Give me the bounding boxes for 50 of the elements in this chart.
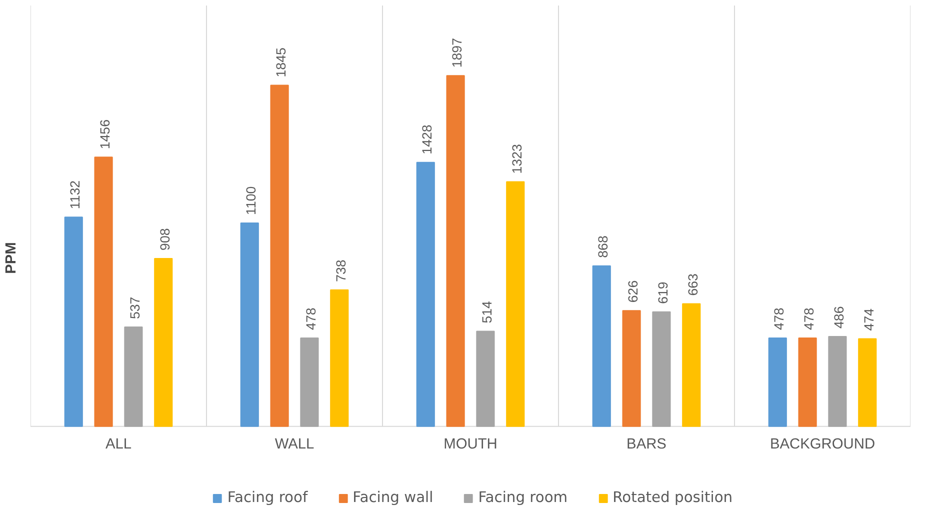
data-label: 663: [685, 274, 700, 296]
legend-label: Facing room: [478, 489, 568, 506]
data-label: 1456: [98, 120, 113, 150]
data-label: 908: [157, 228, 172, 250]
data-label: 1845: [274, 48, 289, 78]
bar: [506, 181, 525, 427]
bar: [270, 84, 289, 427]
data-label: 1100: [244, 186, 259, 215]
x-tick-label: MOUTH: [444, 436, 498, 452]
bar: [622, 310, 641, 427]
data-label: 474: [861, 308, 876, 331]
data-label: 478: [772, 308, 787, 330]
data-label: 486: [831, 306, 846, 328]
y-axis-title: PPM: [4, 242, 20, 274]
data-label: 1897: [450, 38, 465, 68]
x-tick-label: WALL: [274, 436, 314, 452]
bar: [240, 222, 259, 427]
data-label: 868: [596, 236, 611, 258]
data-label: 619: [655, 282, 670, 304]
data-label: 478: [802, 308, 817, 330]
data-label: 537: [127, 296, 142, 320]
data-label: 626: [626, 280, 641, 303]
data-label: 514: [479, 300, 494, 324]
data-label: 1428: [420, 124, 435, 154]
bar: [64, 216, 83, 427]
bar: [416, 162, 435, 427]
bar: [124, 326, 143, 427]
legend-label: Facing roof: [227, 489, 308, 506]
bar: [94, 156, 113, 427]
bar: [476, 330, 495, 427]
bar: [300, 337, 319, 427]
bar: [592, 265, 611, 427]
bar: [768, 337, 787, 427]
bar: [798, 337, 817, 427]
x-tick-label: BARS: [626, 436, 667, 452]
legend-label: Rotated position: [612, 489, 733, 506]
data-label: 1323: [509, 144, 524, 174]
x-tick-label: BACKGROUND: [770, 436, 876, 452]
data-label: 478: [303, 308, 318, 330]
bar: [828, 336, 847, 427]
bar: [858, 338, 877, 427]
data-label: 738: [333, 260, 348, 282]
bar: [682, 303, 701, 427]
bar: [330, 289, 349, 427]
legend-label: Facing wall: [352, 489, 434, 506]
bar: [652, 311, 671, 427]
bar: [154, 258, 173, 427]
x-tick-label: ALL: [105, 436, 132, 452]
bar: [446, 75, 465, 427]
data-label: 1132: [68, 180, 83, 210]
